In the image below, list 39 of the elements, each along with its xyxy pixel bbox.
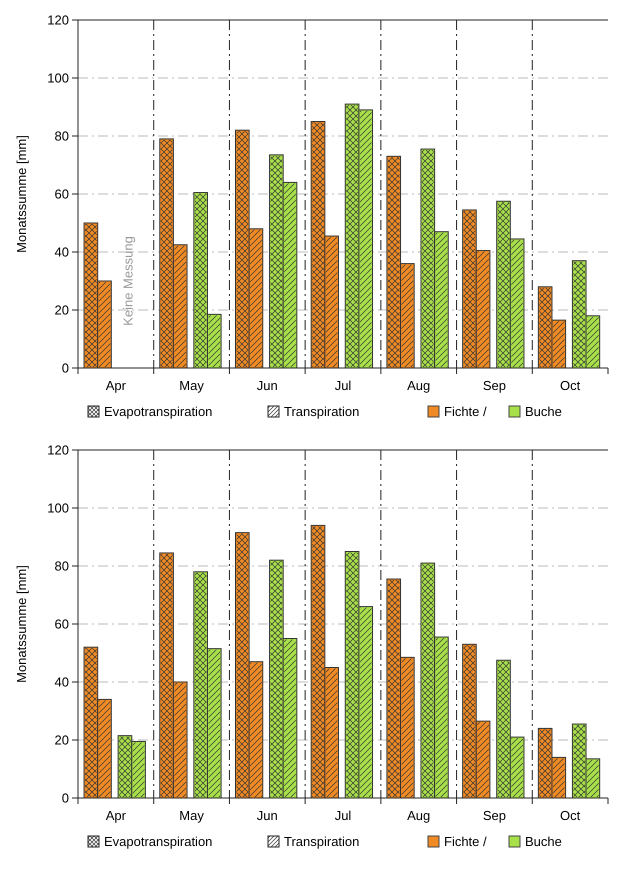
text: Fichte / (444, 404, 488, 419)
y-tick-label: 80 (54, 558, 69, 574)
y-axis-title: Monatssumme [mm] (14, 565, 29, 683)
annotation: Keine Messung (120, 236, 136, 326)
y-tick-label: 40 (54, 244, 69, 260)
x-tick-label: Jul (334, 378, 352, 393)
y-tick-label: 80 (54, 128, 69, 144)
y-tick-label: 0 (62, 790, 69, 806)
x-tick-label: Oct (560, 378, 581, 393)
text: Fichte / (444, 834, 488, 849)
y-tick-label: 20 (54, 302, 69, 318)
x-tick-label: Apr (106, 378, 127, 393)
text: Evapotranspiration (104, 404, 212, 419)
y-tick-label: 100 (47, 70, 69, 86)
x-tick-label: Apr (106, 808, 127, 823)
y-tick-label: 120 (47, 442, 69, 458)
x-tick-label: Oct (560, 808, 581, 823)
text: Transpiration (284, 404, 360, 419)
y-tick-label: 60 (54, 186, 69, 202)
x-tick-label: Jun (256, 378, 278, 393)
y-tick-label: 100 (47, 500, 69, 516)
x-tick-label: Sep (482, 808, 506, 823)
y-tick-label: 120 (47, 12, 69, 28)
text: Buche (525, 834, 562, 849)
x-tick-label: May (179, 378, 204, 393)
x-tick-label: Aug (407, 808, 430, 823)
x-tick-label: May (179, 808, 204, 823)
text: Evapotranspiration (104, 834, 212, 849)
x-tick-label: Aug (407, 378, 430, 393)
x-tick-label: Jun (256, 808, 278, 823)
text: Transpiration (284, 834, 360, 849)
y-tick-label: 0 (62, 360, 69, 376)
y-tick-label: 20 (54, 732, 69, 748)
y-tick-label: 40 (54, 674, 69, 690)
text: Buche (525, 404, 562, 419)
x-tick-label: Sep (482, 378, 506, 393)
y-tick-label: 60 (54, 616, 69, 632)
x-tick-label: Jul (334, 808, 352, 823)
y-axis-title: Monatssumme [mm] (14, 135, 29, 253)
